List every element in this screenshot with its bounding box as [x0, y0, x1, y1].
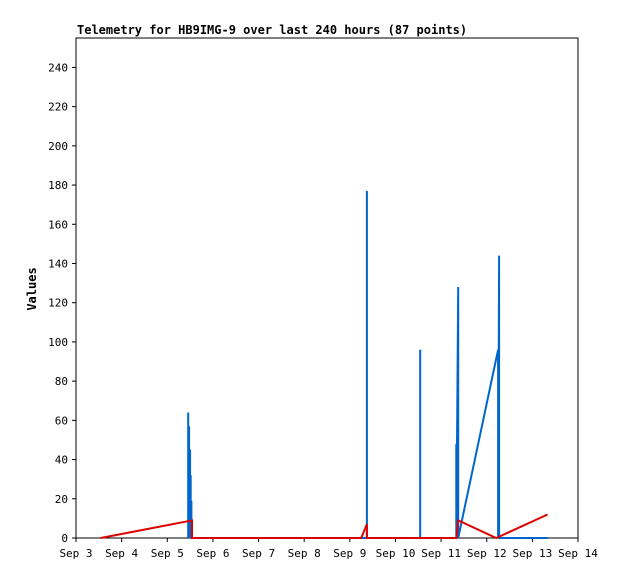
- series-line-2: [100, 513, 549, 540]
- series-layer: [100, 190, 549, 540]
- y-tick-label: 20: [55, 493, 68, 506]
- y-tick-label: 200: [48, 140, 68, 153]
- y-axis-label: Values: [25, 267, 39, 310]
- plot-area: [75, 37, 579, 539]
- y-tick-label: 240: [48, 61, 68, 74]
- x-tick-label: Sep 4: [105, 547, 138, 560]
- x-tick-label: Sep 13: [512, 547, 552, 560]
- x-tick-label: Sep 9: [333, 547, 366, 560]
- x-tick-label: Sep 3: [59, 547, 92, 560]
- y-tick-label: 100: [48, 336, 68, 349]
- y-axis-ticks: 0 20 40 60 80 100 120 140 160 180 200 220 240: [48, 61, 76, 545]
- y-tick-label: 120: [48, 297, 68, 310]
- series-line-1: [187, 190, 548, 539]
- y-tick-label: 160: [48, 218, 68, 231]
- x-tick-label: Sep 12: [467, 547, 507, 560]
- y-tick-label: 80: [55, 375, 68, 388]
- y-tick-label: 140: [48, 257, 68, 270]
- x-tick-label: Sep 10: [376, 547, 416, 560]
- y-tick-label: 0: [61, 532, 68, 545]
- x-tick-label: Sep 5: [151, 547, 184, 560]
- x-axis-ticks: Sep 3 Sep 4 Sep 5 Sep 6 Sep 7 Sep 8 Sep 9 Sep 1…: [59, 538, 598, 560]
- x-tick-label: Sep 6: [196, 547, 229, 560]
- x-tick-label: Sep 7: [242, 547, 275, 560]
- y-tick-label: 60: [55, 414, 68, 427]
- y-tick-label: 40: [55, 454, 68, 467]
- chart-title: Telemetry for HB9IMG-9 over last 240 hou…: [77, 23, 467, 37]
- x-tick-label: Sep 14: [558, 547, 598, 560]
- x-tick-label: Sep 11: [421, 547, 461, 560]
- x-tick-label: Sep 8: [288, 547, 321, 560]
- y-tick-label: 220: [48, 101, 68, 114]
- y-tick-label: 180: [48, 179, 68, 192]
